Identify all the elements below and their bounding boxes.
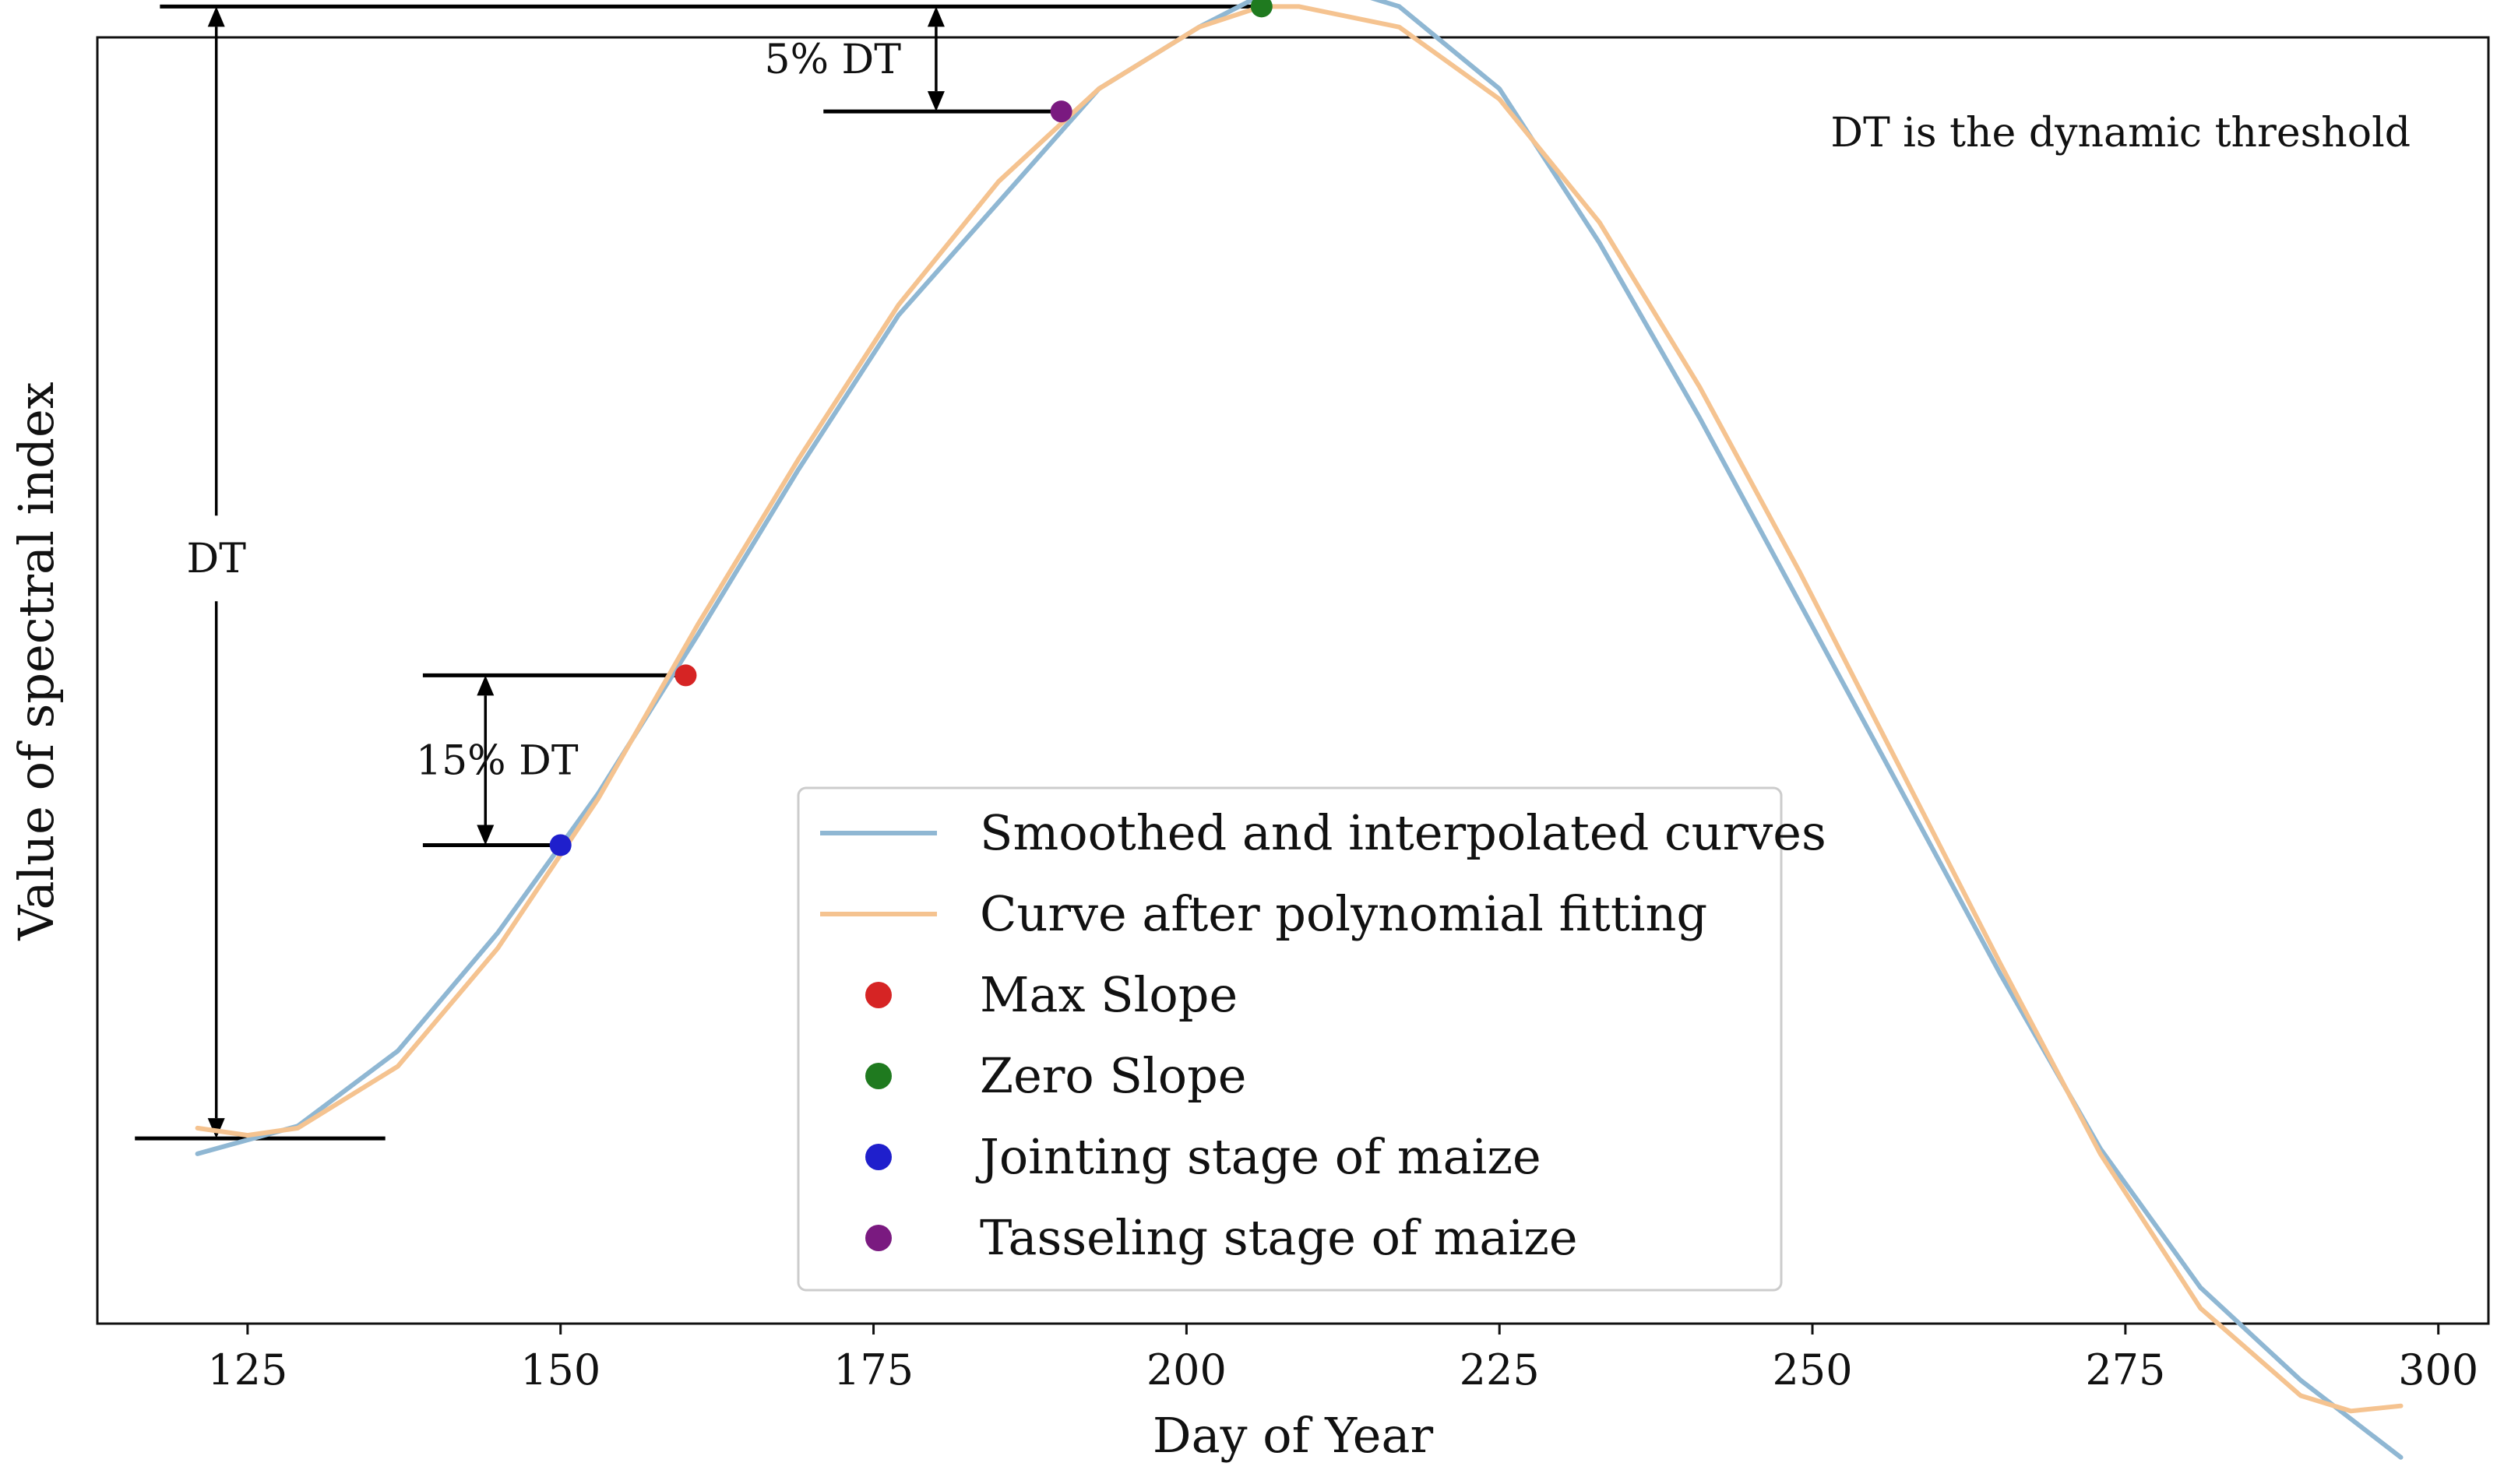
arrow-5-dt: 5% DT	[765, 6, 945, 112]
arrow-head-up	[207, 6, 225, 27]
key-point	[674, 664, 697, 687]
arrow-label: 15% DT	[416, 737, 579, 784]
key-points	[549, 0, 1273, 856]
threshold-arrows: DT 5% DT 15% DT	[187, 6, 945, 1139]
legend-label: Max Slope	[980, 966, 1238, 1023]
x-axis-ticks: 125 150 175 200 225 250 275 300	[207, 1324, 2478, 1394]
legend-label: Jointing stage of maize	[975, 1128, 1541, 1185]
arrow-head-down	[207, 1118, 225, 1139]
legend-label: Zero Slope	[980, 1047, 1246, 1104]
legend-swatch-dot	[865, 1225, 892, 1251]
arrow-head-down	[927, 91, 945, 112]
y-axis-title: Value of spectral index	[8, 382, 65, 941]
series-line	[195, 4, 2404, 1414]
x-tick-label: 175	[833, 1345, 914, 1394]
x-tick-label: 200	[1146, 1345, 1227, 1394]
arrow-head-down	[477, 825, 495, 846]
dynamic-threshold-note: DT is the dynamic threshold	[1830, 110, 2411, 156]
legend-entry: Max Slope	[865, 966, 1238, 1023]
arrow-head-up	[927, 6, 945, 27]
x-axis-title: Day of Year	[1153, 1407, 1434, 1464]
legend-label: Smoothed and interpolated curves	[980, 804, 1826, 861]
x-tick-label: 150	[520, 1345, 600, 1394]
arrow-head-up	[477, 675, 495, 696]
key-point	[1250, 0, 1273, 18]
legend-label: Tasseling stage of maize	[980, 1209, 1578, 1266]
arrow-15-dt: 15% DT	[416, 675, 579, 846]
legend-swatch-dot	[865, 1144, 892, 1170]
arrow-label: DT	[187, 536, 247, 582]
legend-label: Curve after polynomial fitting	[980, 885, 1707, 942]
legend-swatch-dot	[865, 1063, 892, 1089]
x-tick-label: 225	[1460, 1345, 1540, 1394]
legend: Smoothed and interpolated curves Curve af…	[797, 786, 1826, 1292]
legend-entry: Smoothed and interpolated curves	[820, 804, 1826, 861]
legend-entry: Curve after polynomial fitting	[820, 885, 1707, 942]
plot-area-frame	[96, 36, 2490, 1325]
x-tick-label: 300	[2398, 1345, 2478, 1394]
legend-entry: Zero Slope	[865, 1047, 1246, 1104]
arrow-label: 5% DT	[765, 37, 902, 83]
x-tick-label: 250	[1773, 1345, 1853, 1394]
key-point	[549, 834, 572, 856]
arrow-dt: DT	[187, 6, 247, 1139]
key-point	[1050, 100, 1072, 123]
legend-swatch-dot	[865, 982, 892, 1008]
legend-entry: Tasseling stage of maize	[865, 1209, 1578, 1266]
x-tick-label: 275	[2085, 1345, 2165, 1394]
x-tick-label: 125	[207, 1345, 287, 1394]
legend-entry: Jointing stage of maize	[865, 1128, 1541, 1185]
legend-box	[797, 786, 1783, 1292]
reference-lines	[135, 4, 1262, 1141]
